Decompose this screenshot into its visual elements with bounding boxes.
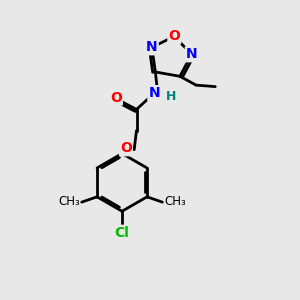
Text: N: N	[148, 86, 160, 100]
Text: O: O	[120, 141, 132, 155]
Text: N: N	[146, 40, 158, 54]
Text: H: H	[166, 90, 176, 103]
Text: O: O	[110, 91, 122, 105]
Text: N: N	[186, 47, 197, 61]
Text: CH₃: CH₃	[164, 195, 186, 208]
Text: O: O	[168, 29, 180, 44]
Text: CH₃: CH₃	[58, 195, 80, 208]
Text: Cl: Cl	[115, 226, 130, 240]
